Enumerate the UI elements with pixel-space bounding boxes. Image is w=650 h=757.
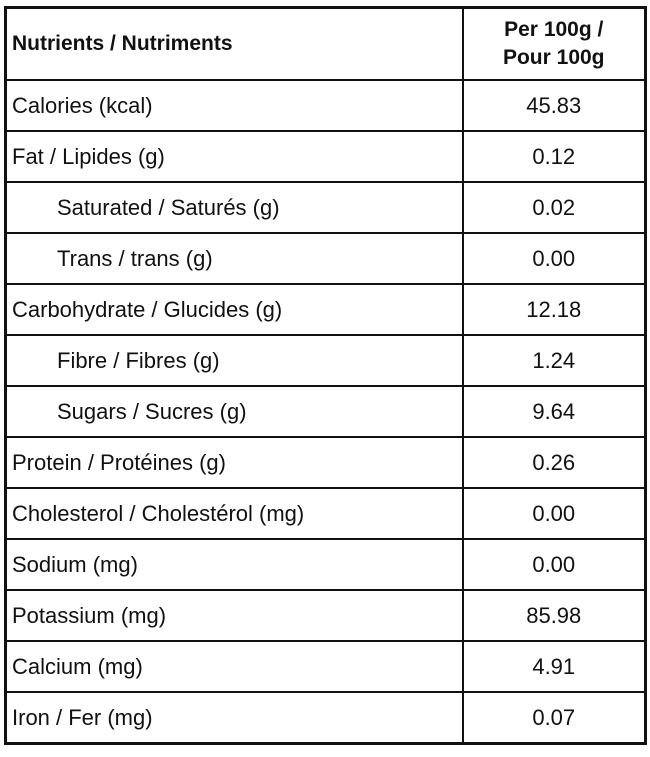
nutrient-name-cell: Calories (kcal) [4,79,464,132]
nutrient-value-cell: 12.18 [461,283,647,336]
nutrient-name-cell: Sodium (mg) [4,538,464,591]
nutrient-value-cell: 85.98 [461,589,647,642]
table-row: Fat / Lipides (g) 0.12 [4,130,647,183]
nutrient-value-cell: 9.64 [461,385,647,438]
nutrition-facts-table: Nutrients / Nutriments Per 100g / Pour 1… [4,6,647,745]
nutrient-name-cell: Fibre / Fibres (g) [4,334,464,387]
nutrient-value-cell: 45.83 [461,79,647,132]
per-100g-header-line2: Pour 100g [502,46,605,69]
table-row: Protein / Protéines (g) 0.26 [4,436,647,489]
table-row: Sugars / Sucres (g) 9.64 [4,385,647,438]
table-row: Calories (kcal) 45.83 [4,79,647,132]
table-header-row: Nutrients / Nutriments Per 100g / Pour 1… [4,6,647,81]
nutrient-name-cell: Cholesterol / Cholestérol (mg) [4,487,464,540]
nutrient-name-cell: Protein / Protéines (g) [4,436,464,489]
table-row: Potassium (mg) 85.98 [4,589,647,642]
nutrient-name-cell: Potassium (mg) [4,589,464,642]
nutrition-table-body: Calories (kcal) 45.83 Fat / Lipides (g) 0.1… [4,79,647,745]
nutrient-name-cell: Sugars / Sucres (g) [4,385,464,438]
nutrient-value-cell: 4.91 [461,640,647,693]
nutrient-name-cell: Saturated / Saturés (g) [4,181,464,234]
per-100g-column-header: Per 100g / Pour 100g [461,6,647,81]
nutrient-name-cell: Calcium (mg) [4,640,464,693]
nutrient-value-cell: 0.00 [461,232,647,285]
nutrient-value-cell: 0.02 [461,181,647,234]
nutrient-value-cell: 0.12 [461,130,647,183]
nutrient-name-cell: Carbohydrate / Glucides (g) [4,283,464,336]
nutrient-value-cell: 0.00 [461,487,647,540]
table-row: Saturated / Saturés (g) 0.02 [4,181,647,234]
table-row: Trans / trans (g) 0.00 [4,232,647,285]
table-row: Iron / Fer (mg) 0.07 [4,691,647,745]
per-100g-header-line1: Per 100g / [504,18,604,41]
table-row: Sodium (mg) 0.00 [4,538,647,591]
table-row: Carbohydrate / Glucides (g) 12.18 [4,283,647,336]
nutrient-value-cell: 0.26 [461,436,647,489]
nutrient-value-cell: 1.24 [461,334,647,387]
table-row: Cholesterol / Cholestérol (mg) 0.00 [4,487,647,540]
nutrient-name-cell: Fat / Lipides (g) [4,130,464,183]
nutrient-value-cell: 0.07 [461,691,647,745]
nutrients-column-header: Nutrients / Nutriments [4,6,464,81]
nutrient-name-cell: Iron / Fer (mg) [4,691,464,745]
nutrient-value-cell: 0.00 [461,538,647,591]
nutrient-name-cell: Trans / trans (g) [4,232,464,285]
table-row: Fibre / Fibres (g) 1.24 [4,334,647,387]
table-row: Calcium (mg) 4.91 [4,640,647,693]
